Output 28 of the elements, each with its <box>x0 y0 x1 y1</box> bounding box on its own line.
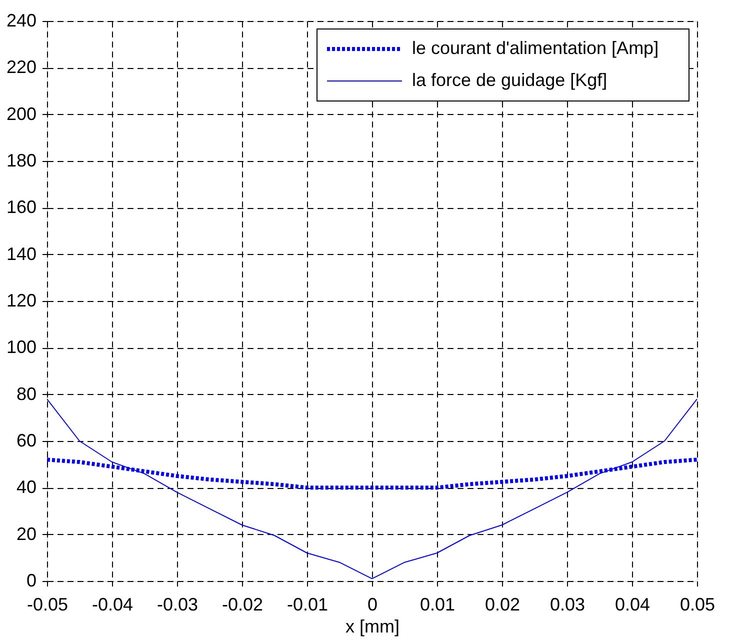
x-tick-label: 0.05 <box>680 594 716 614</box>
line-series <box>47 398 697 580</box>
y-tick-label: 140 <box>6 244 36 264</box>
x-tick-label: 0.04 <box>614 594 650 614</box>
x-tick-label: -0.01 <box>286 594 328 614</box>
x-tick-label: 0 <box>367 594 378 614</box>
legend-label: la force de guidage [Kgf] <box>412 70 608 90</box>
x-axis-title: x [mm] <box>346 616 400 636</box>
x-tick-label: -0.05 <box>26 594 68 614</box>
y-tick-label: 100 <box>6 337 36 358</box>
x-tick-label: 0.01 <box>420 594 456 614</box>
y-tick-label: 120 <box>6 290 36 310</box>
y-tick-label: 0 <box>26 570 36 590</box>
y-tick-label: 80 <box>16 384 36 404</box>
x-tick-label: 0.02 <box>484 594 520 614</box>
x-tick-label: 0.03 <box>550 594 586 614</box>
y-tick-label: 60 <box>16 430 36 450</box>
y-tick-label: 160 <box>6 197 36 218</box>
y-tick-label: 20 <box>16 524 36 544</box>
y-tick-label: 240 <box>6 10 36 30</box>
legend-label: le courant d'alimentation [Amp] <box>412 38 659 58</box>
x-tick-label: -0.03 <box>156 594 198 614</box>
y-tick-label: 40 <box>16 477 36 498</box>
y-tick-label: 220 <box>6 57 36 78</box>
x-tick-label: -0.04 <box>92 594 134 614</box>
y-tick-label: 200 <box>6 104 36 124</box>
y-tick-label: 180 <box>6 150 36 170</box>
x-tick-label: -0.02 <box>222 594 264 614</box>
